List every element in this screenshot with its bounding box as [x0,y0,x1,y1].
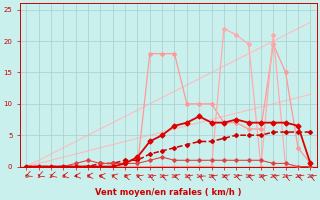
X-axis label: Vent moyen/en rafales ( km/h ): Vent moyen/en rafales ( km/h ) [95,188,242,197]
